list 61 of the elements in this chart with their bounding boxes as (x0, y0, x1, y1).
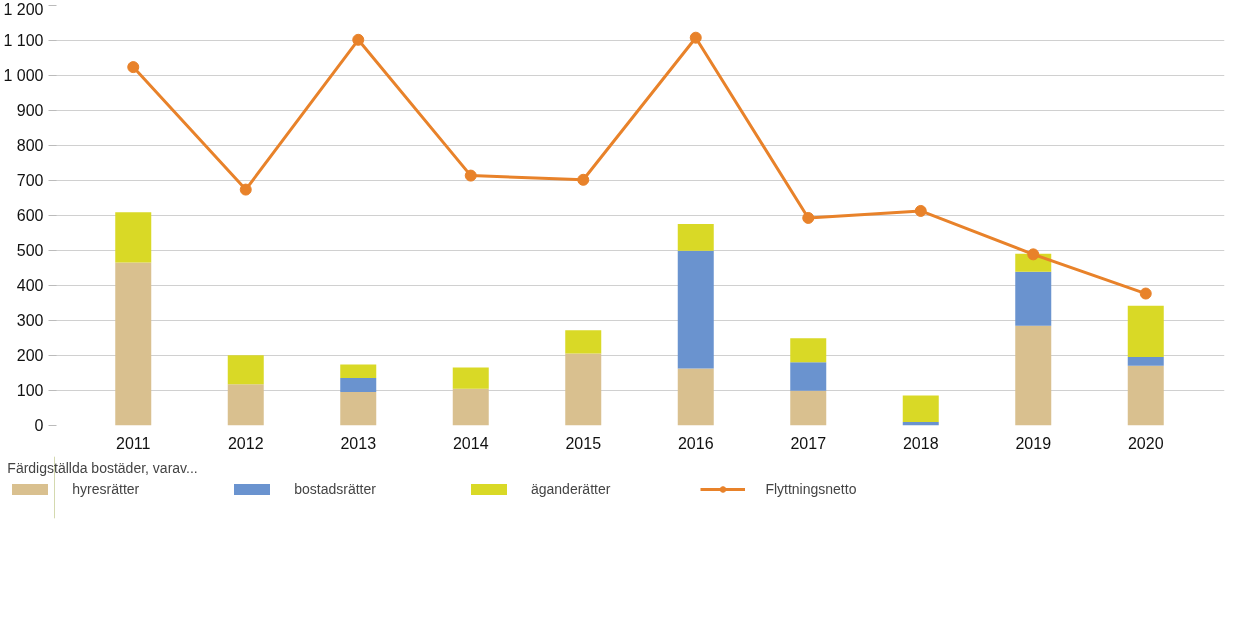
x-tick-label: 2017 (790, 434, 827, 452)
bar (1015, 271, 1052, 326)
bar (565, 353, 602, 426)
point (1027, 248, 1040, 261)
y-tick-label: 1 200 (3, 0, 44, 18)
point (464, 169, 477, 182)
y-tick-label: 0 (34, 417, 44, 434)
y-tick-label: 100 (16, 382, 44, 399)
x-tick-label: 2012 (227, 434, 264, 452)
x-tick-label: 2018 (902, 434, 939, 452)
bar (115, 212, 152, 263)
point (802, 211, 815, 224)
legend-label: Flyttningsnetto (765, 481, 857, 497)
y-tick-label: 300 (16, 312, 44, 329)
y-tick-label: 600 (16, 207, 44, 224)
point (239, 183, 252, 196)
bar (565, 330, 602, 354)
bar (677, 368, 714, 426)
bar (677, 223, 714, 251)
legend-label: äganderätter (530, 481, 611, 497)
bar (340, 364, 377, 378)
y-tick-label: 800 (16, 137, 44, 154)
bar (115, 262, 152, 426)
y-tick-label: 200 (16, 347, 44, 364)
point (914, 204, 927, 217)
bar (1127, 365, 1164, 426)
bar (790, 338, 827, 363)
legend-title: Färdigställda bostäder, varav... (7, 460, 199, 476)
point (127, 61, 140, 74)
bar (227, 355, 264, 385)
x-tick-label: 2014 (452, 434, 489, 452)
y-tick-label: 1 000 (3, 67, 44, 84)
x-tick-label: 2013 (340, 434, 377, 452)
x-tick-label: 2016 (677, 434, 714, 452)
bar (340, 377, 377, 392)
point (352, 33, 365, 46)
point (689, 31, 702, 44)
legend-label: hyresrätter (72, 481, 140, 497)
bar (790, 362, 827, 391)
bar (452, 388, 489, 426)
bar (902, 395, 939, 422)
y-tick-label: 700 (16, 172, 44, 189)
bar (1127, 356, 1164, 366)
y-tick-label: 400 (16, 277, 44, 294)
y-tick-label: 900 (16, 102, 44, 119)
bar (340, 391, 377, 426)
x-tick-label: 2020 (1127, 434, 1164, 452)
y-tick-label: 1 100 (3, 32, 44, 49)
x-tick-label: 2019 (1015, 434, 1052, 452)
bar (452, 367, 489, 389)
bar (1015, 325, 1052, 426)
bar (227, 384, 264, 426)
bar (1127, 305, 1164, 357)
point (577, 173, 590, 186)
x-tick-label: 2015 (565, 434, 602, 452)
bar (790, 390, 827, 426)
legend-label: bostadsrätter (294, 481, 376, 497)
y-tick-label: 500 (16, 242, 44, 259)
bar (677, 250, 714, 369)
point (1139, 287, 1152, 300)
x-tick-label: 2011 (116, 434, 151, 452)
